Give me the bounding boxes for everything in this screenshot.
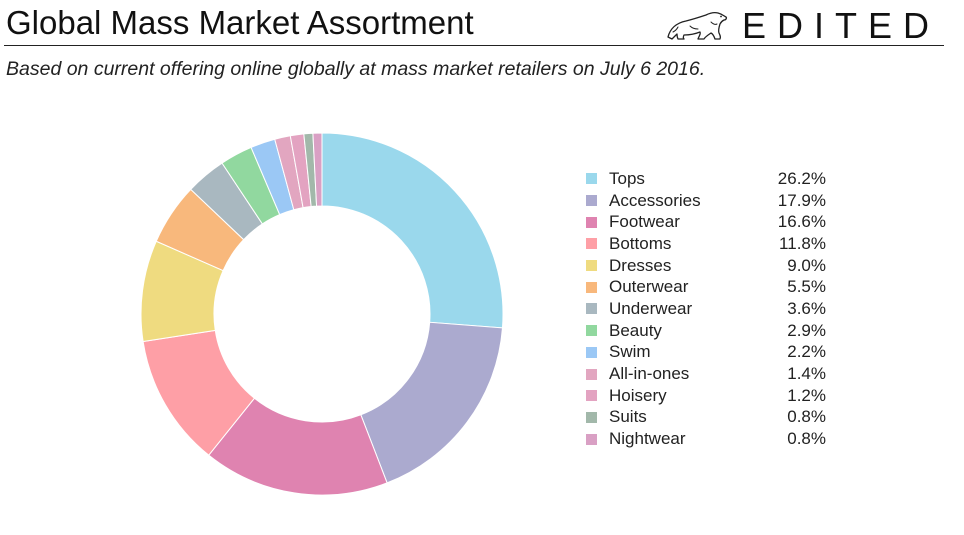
legend-label: Dresses [609,255,672,275]
legend-label: Hoisery [609,385,667,405]
legend-value: 2.2% [787,342,826,362]
legend-swatch [586,173,597,185]
legend-label: All-in-ones [609,364,690,384]
subtitle: Based on current offering online globall… [6,58,706,80]
legend-label: Underwear [609,298,693,318]
header: Global Mass Market Assortment EDITED [0,0,964,48]
legend-item: All-in-ones 1.4% [586,363,826,385]
brand-logo: EDITED [664,5,940,46]
legend-value: 11.8% [779,233,826,253]
legend-swatch [586,303,597,315]
legend-label: Bottoms [609,233,672,253]
legend-item: Nightwear 0.8% [586,428,826,450]
legend-swatch [586,411,597,423]
legend-value: 9.0% [787,255,826,275]
legend-swatch [586,281,597,293]
legend-value: 0.8% [787,407,826,427]
legend-swatch [586,390,597,402]
donut-slice-accessories [360,321,504,484]
legend-item: Accessories 17.9% [586,190,826,212]
legend-item: Bottoms 11.8% [586,233,826,255]
donut-slice-tops [321,132,504,329]
legend-label: Tops [609,168,645,188]
polar-bear-icon [667,11,728,40]
legend-label: Suits [609,407,647,427]
legend-value: 17.9% [777,190,826,210]
chart-legend: Tops 26.2% Accessories 17.9% Footwear 16.6% Bo… [586,168,826,450]
legend-value: 16.6% [777,212,826,232]
legend-label: Accessories [609,190,701,210]
legend-value: 1.2% [787,385,826,405]
legend-swatch [586,368,597,380]
legend-item: Outerwear 5.5% [586,276,826,298]
legend-item: Beauty 2.9% [586,320,826,342]
legend-item: Dresses 9.0% [586,255,826,277]
legend-item: Hoisery 1.2% [586,385,826,407]
legend-item: Tops 26.2% [586,168,826,190]
legend-item: Swim 2.2% [586,342,826,364]
page-title: Global Mass Market Assortment [6,4,474,41]
legend-value: 3.6% [787,298,826,318]
legend-swatch [586,216,597,228]
legend-item: Underwear 3.6% [586,298,826,320]
legend-item: Footwear 16.6% [586,211,826,233]
legend-swatch [586,346,597,358]
legend-label: Nightwear [609,429,686,449]
legend-value: 0.8% [787,429,826,449]
brand-name: EDITED [741,5,940,46]
legend-value: 5.5% [787,277,826,297]
legend-label: Outerwear [609,277,689,297]
legend-swatch [586,433,597,445]
legend-swatch [586,238,597,250]
legend-swatch [586,195,597,207]
donut-slice-nightwear [312,132,323,207]
legend-label: Footwear [609,212,680,232]
header-divider [4,45,944,46]
legend-label: Beauty [609,320,662,340]
legend-value: 1.4% [787,364,826,384]
legend-value: 2.9% [787,320,826,340]
legend-value: 26.2% [777,168,826,188]
legend-swatch [586,260,597,272]
legend-item: Suits 0.8% [586,407,826,429]
legend-label: Swim [609,342,651,362]
legend-swatch [586,325,597,337]
